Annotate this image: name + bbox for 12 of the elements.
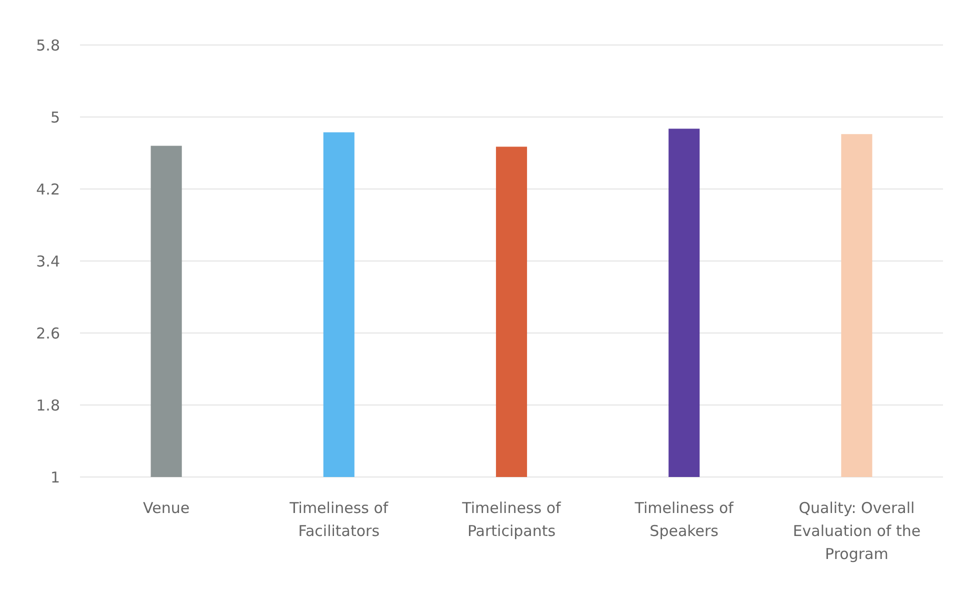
- x-tick-label: Timeliness of Facilitators: [288, 499, 389, 540]
- x-tick-label: Quality: Overall Evaluation of the Program: [792, 499, 921, 563]
- x-tick-label: Timeliness of Participants: [461, 499, 562, 540]
- y-tick-label: 4.2: [36, 180, 60, 198]
- y-tick-label: 1.8: [36, 396, 60, 414]
- y-tick-label: 2.6: [36, 324, 60, 342]
- y-tick-label: 5.8: [36, 36, 60, 54]
- x-tick-label: Venue: [143, 499, 190, 517]
- y-tick-label: 1: [50, 468, 60, 486]
- y-tick-label: 5: [50, 108, 60, 126]
- x-tick-label: Timeliness of Speakers: [634, 499, 734, 540]
- y-tick-label: 3.4: [36, 252, 60, 270]
